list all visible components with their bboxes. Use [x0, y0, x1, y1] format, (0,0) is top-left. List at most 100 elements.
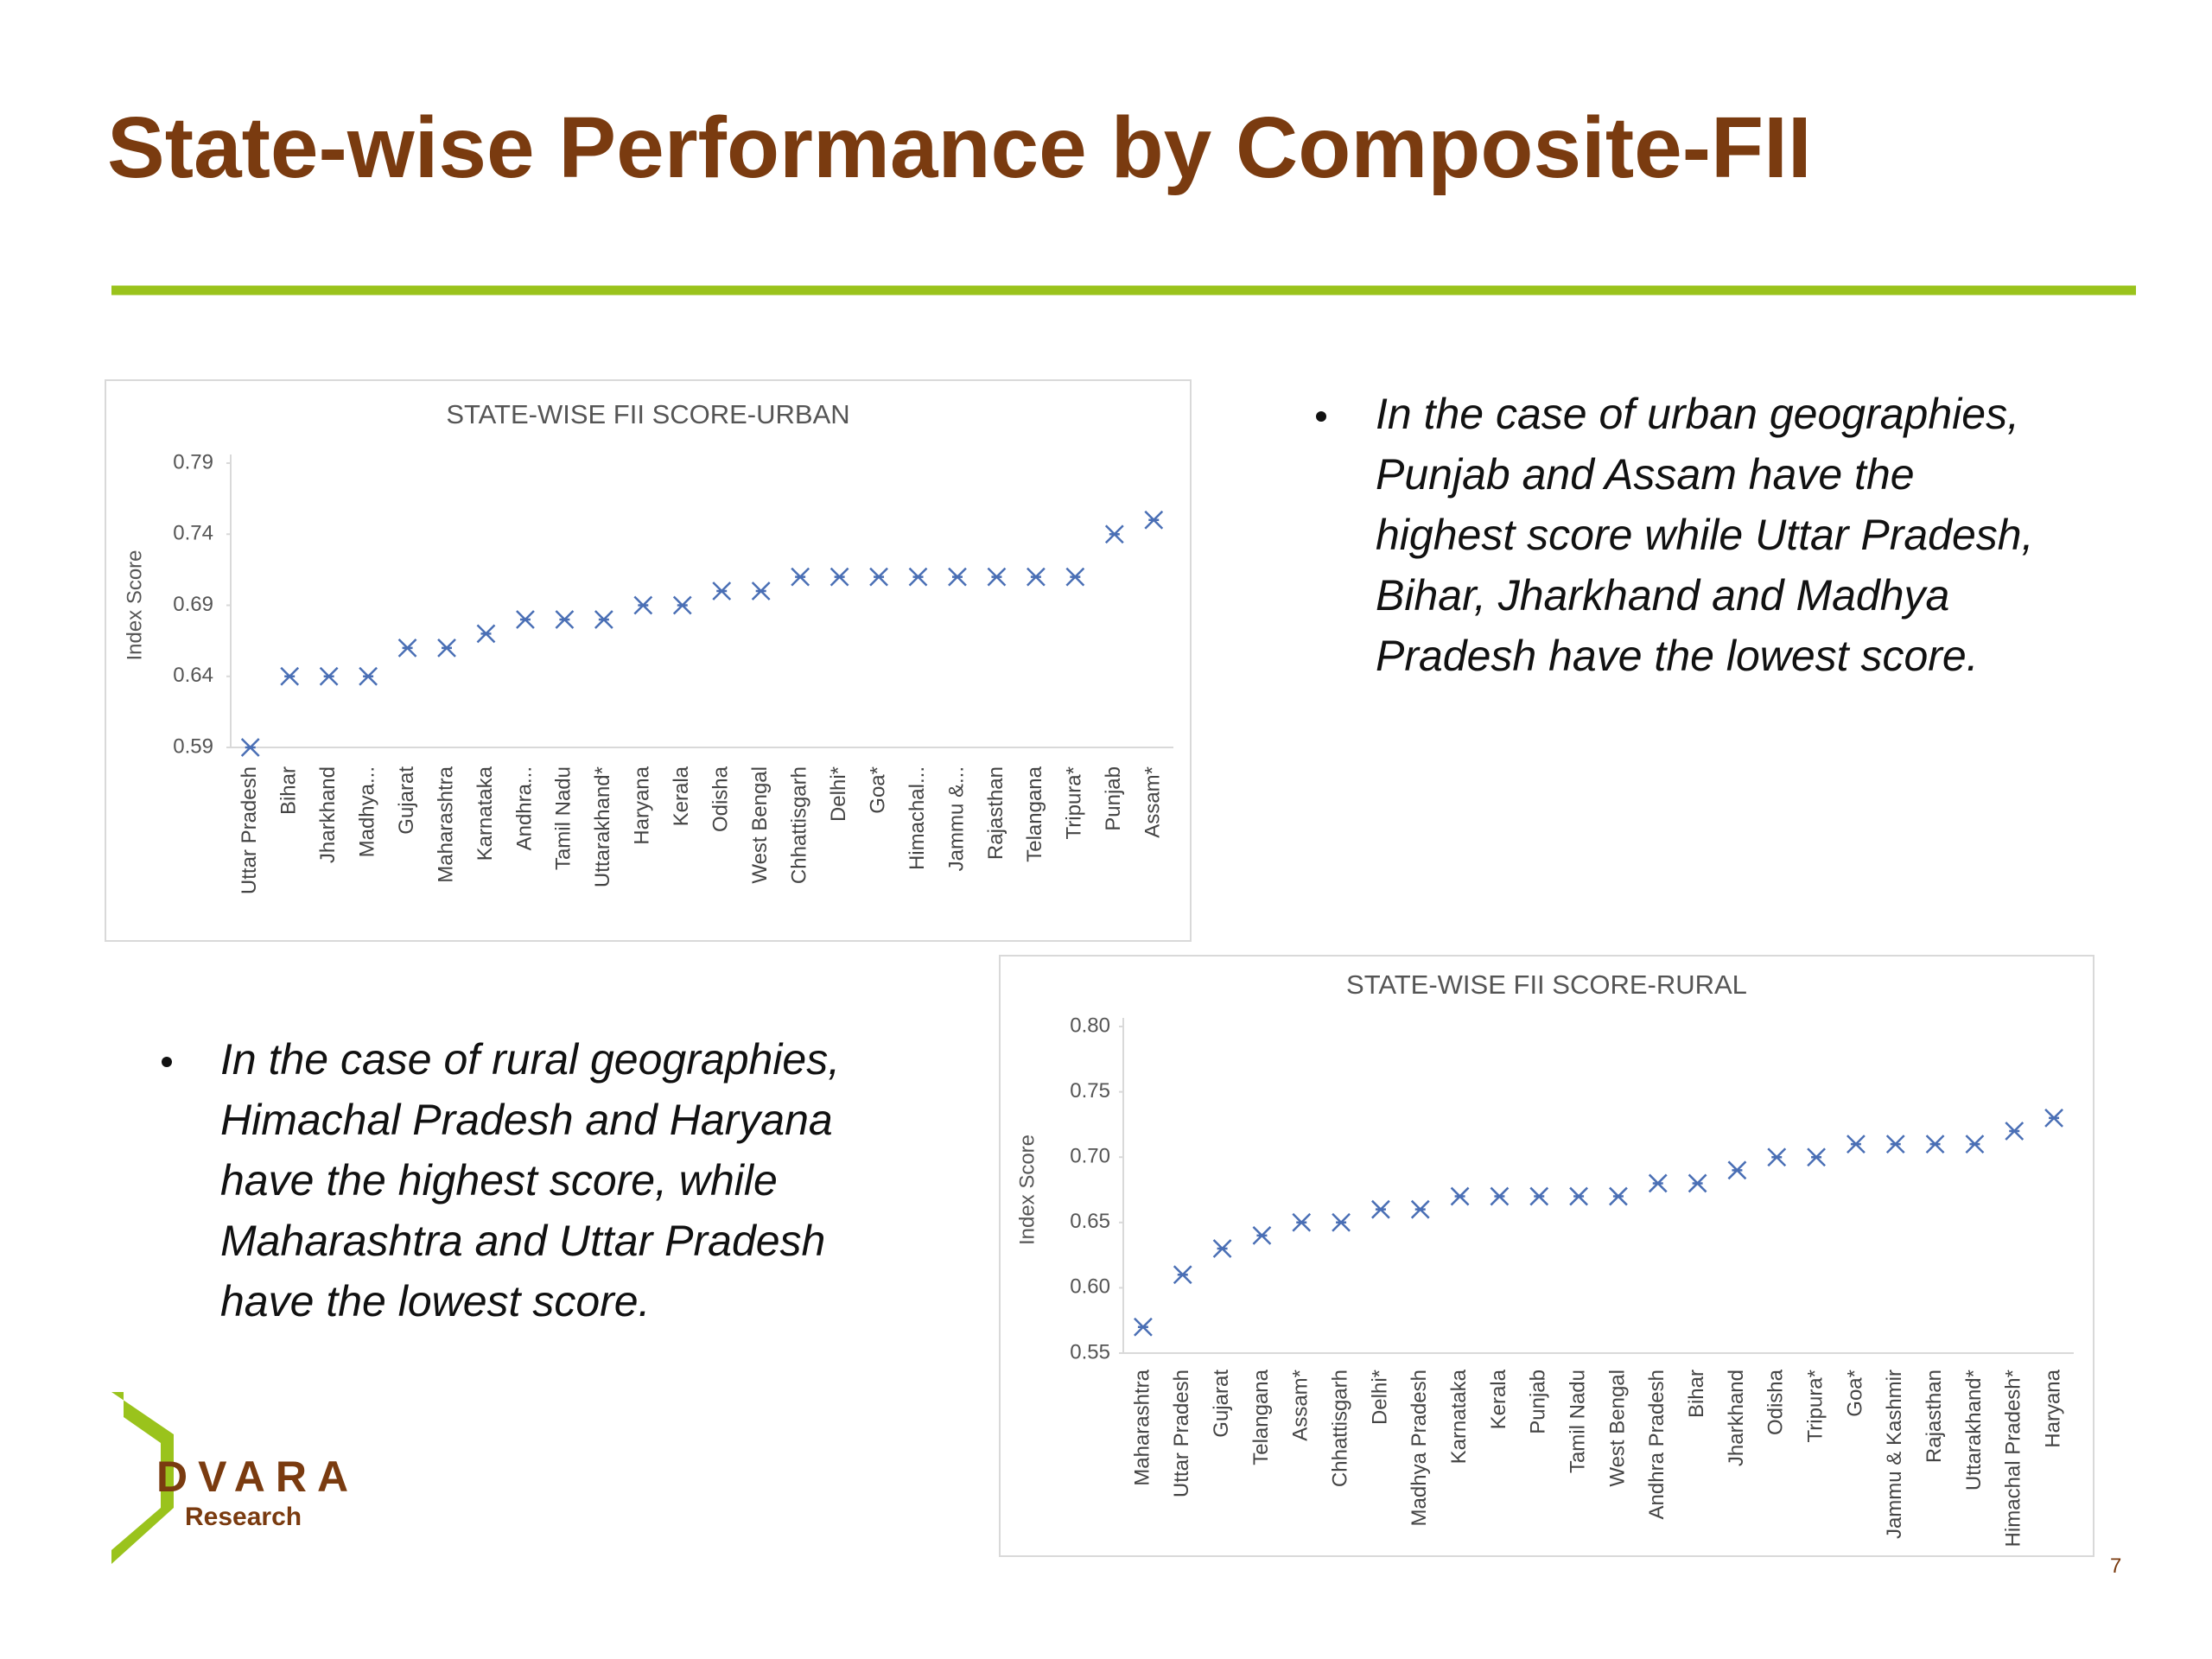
marker — [1212, 1239, 1232, 1258]
x-tick-label: Assam* — [1141, 766, 1165, 838]
y-tick-label: 0.69 — [173, 593, 213, 616]
marker — [830, 567, 849, 587]
logo-sub: Research — [185, 1503, 302, 1531]
marker — [359, 666, 378, 686]
bullet-text: Maharashtra and Uttar Pradesh — [220, 1217, 825, 1265]
logo-mark — [111, 1392, 174, 1564]
x-tick-label: Chhattisgarh — [787, 766, 810, 884]
marker — [948, 567, 967, 587]
marker — [1144, 510, 1164, 530]
x-tick-label: Andhra Pradesh — [1645, 1370, 1669, 1519]
marker — [437, 638, 456, 658]
marker — [555, 610, 575, 629]
marker — [1609, 1186, 1628, 1206]
x-tick-label: Gujarat — [1210, 1370, 1233, 1438]
x-tick-label: Telangana — [1249, 1369, 1273, 1465]
bullet-text: Pradesh have the lowest score. — [1376, 632, 1979, 680]
marker — [712, 582, 732, 601]
x-tick-label: Jharkhand — [316, 766, 340, 863]
x-tick-label: Tamil Nadu — [1566, 1370, 1589, 1473]
bullet-text: Bihar, Jharkhand and Madhya — [1376, 571, 1949, 620]
marker — [672, 595, 692, 615]
y-tick-label: 0.74 — [173, 522, 213, 545]
x-tick-label: Jharkhand — [1725, 1370, 1748, 1466]
x-tick-label: Uttarakhand* — [591, 766, 614, 887]
x-tick-label: Andhra... — [512, 766, 536, 850]
x-tick-label: Delhi* — [827, 766, 850, 822]
marker — [1027, 567, 1046, 587]
y-tick-label: 0.60 — [1070, 1275, 1110, 1299]
x-tick-label: Bihar — [277, 766, 301, 815]
y-axis-label: Index Score — [123, 550, 146, 660]
marker — [987, 567, 1007, 587]
x-tick-label: Uttar Pradesh — [238, 766, 261, 894]
x-tick-label: Goa* — [1843, 1370, 1866, 1417]
bullet-text: highest score while Uttar Pradesh, — [1376, 511, 2033, 559]
marker — [397, 638, 417, 658]
y-axis-label: Index Score — [1015, 1135, 1039, 1245]
chart-title: STATE-WISE FII SCORE-URBAN — [446, 399, 849, 429]
x-tick-label: Haryana — [2041, 1369, 2064, 1447]
x-tick-label: Tripura* — [1803, 1370, 1827, 1442]
marker — [633, 595, 653, 615]
x-tick-label: Punjab — [1527, 1370, 1550, 1434]
marker — [280, 666, 300, 686]
marker — [1727, 1160, 1747, 1180]
page-number: 7 — [2110, 1554, 2121, 1578]
x-tick-label: Chhattisgarh — [1328, 1370, 1351, 1487]
marker — [240, 738, 260, 757]
marker — [594, 610, 613, 629]
marker — [1529, 1186, 1549, 1206]
x-tick-label: Odisha — [1764, 1369, 1788, 1435]
x-tick-label: Kerala — [670, 766, 693, 826]
x-tick-label: Karnataka — [1447, 1369, 1471, 1464]
marker — [1104, 524, 1124, 544]
x-tick-label: Tripura* — [1063, 766, 1086, 839]
marker — [1847, 1135, 1866, 1154]
x-tick-label: Delhi* — [1368, 1370, 1391, 1425]
x-tick-label: Himachal Pradesh* — [2002, 1370, 2025, 1547]
chart-title: STATE-WISE FII SCORE-RURAL — [1346, 969, 1747, 1000]
bullet-text: In the case of urban geographies, — [1376, 390, 2019, 438]
x-tick-label: Jammu &... — [944, 766, 968, 871]
x-tick-label: Kerala — [1487, 1369, 1510, 1429]
marker — [1648, 1173, 1668, 1193]
marker — [1173, 1265, 1192, 1285]
marker — [1925, 1135, 1945, 1154]
x-tick-label: Madhya... — [355, 766, 378, 857]
chart-frame — [999, 955, 2094, 1557]
marker — [751, 582, 771, 601]
x-tick-label: West Bengal — [748, 766, 772, 884]
bullet-text: have the highest score, while — [220, 1156, 778, 1205]
marker — [319, 666, 339, 686]
marker — [1292, 1212, 1312, 1232]
marker — [1252, 1226, 1272, 1245]
x-tick-label: Goa* — [866, 766, 889, 814]
x-tick-label: Karnataka — [474, 766, 497, 861]
logo: DVARA Research — [111, 1392, 348, 1564]
marker — [1569, 1186, 1588, 1206]
marker — [1965, 1135, 1985, 1154]
bullet-text: Himachal Pradesh and Haryana — [220, 1096, 833, 1144]
bullet-dot — [162, 1057, 172, 1067]
y-tick-label: 0.79 — [173, 450, 213, 474]
y-tick-label: 0.65 — [1070, 1210, 1110, 1233]
marker — [1134, 1317, 1153, 1337]
marker — [2044, 1108, 2063, 1128]
marker — [1688, 1173, 1707, 1193]
x-tick-label: Assam* — [1289, 1370, 1313, 1441]
marker — [516, 610, 535, 629]
marker — [908, 567, 928, 587]
marker — [1767, 1147, 1787, 1167]
x-tick-label: Himachal... — [906, 766, 929, 870]
bullet-text: have the lowest score. — [220, 1277, 651, 1325]
x-tick-label: Madhya Pradesh — [1408, 1370, 1431, 1526]
x-tick-label: Uttar Pradesh — [1170, 1370, 1193, 1497]
chart-frame — [105, 379, 1192, 942]
x-tick-label: Telangana — [1023, 766, 1046, 861]
x-tick-label: Uttarakhand* — [1962, 1370, 1986, 1491]
marker — [1332, 1212, 1351, 1232]
x-tick-label: Maharashtra — [1130, 1369, 1154, 1485]
y-tick-label: 0.64 — [173, 664, 213, 687]
